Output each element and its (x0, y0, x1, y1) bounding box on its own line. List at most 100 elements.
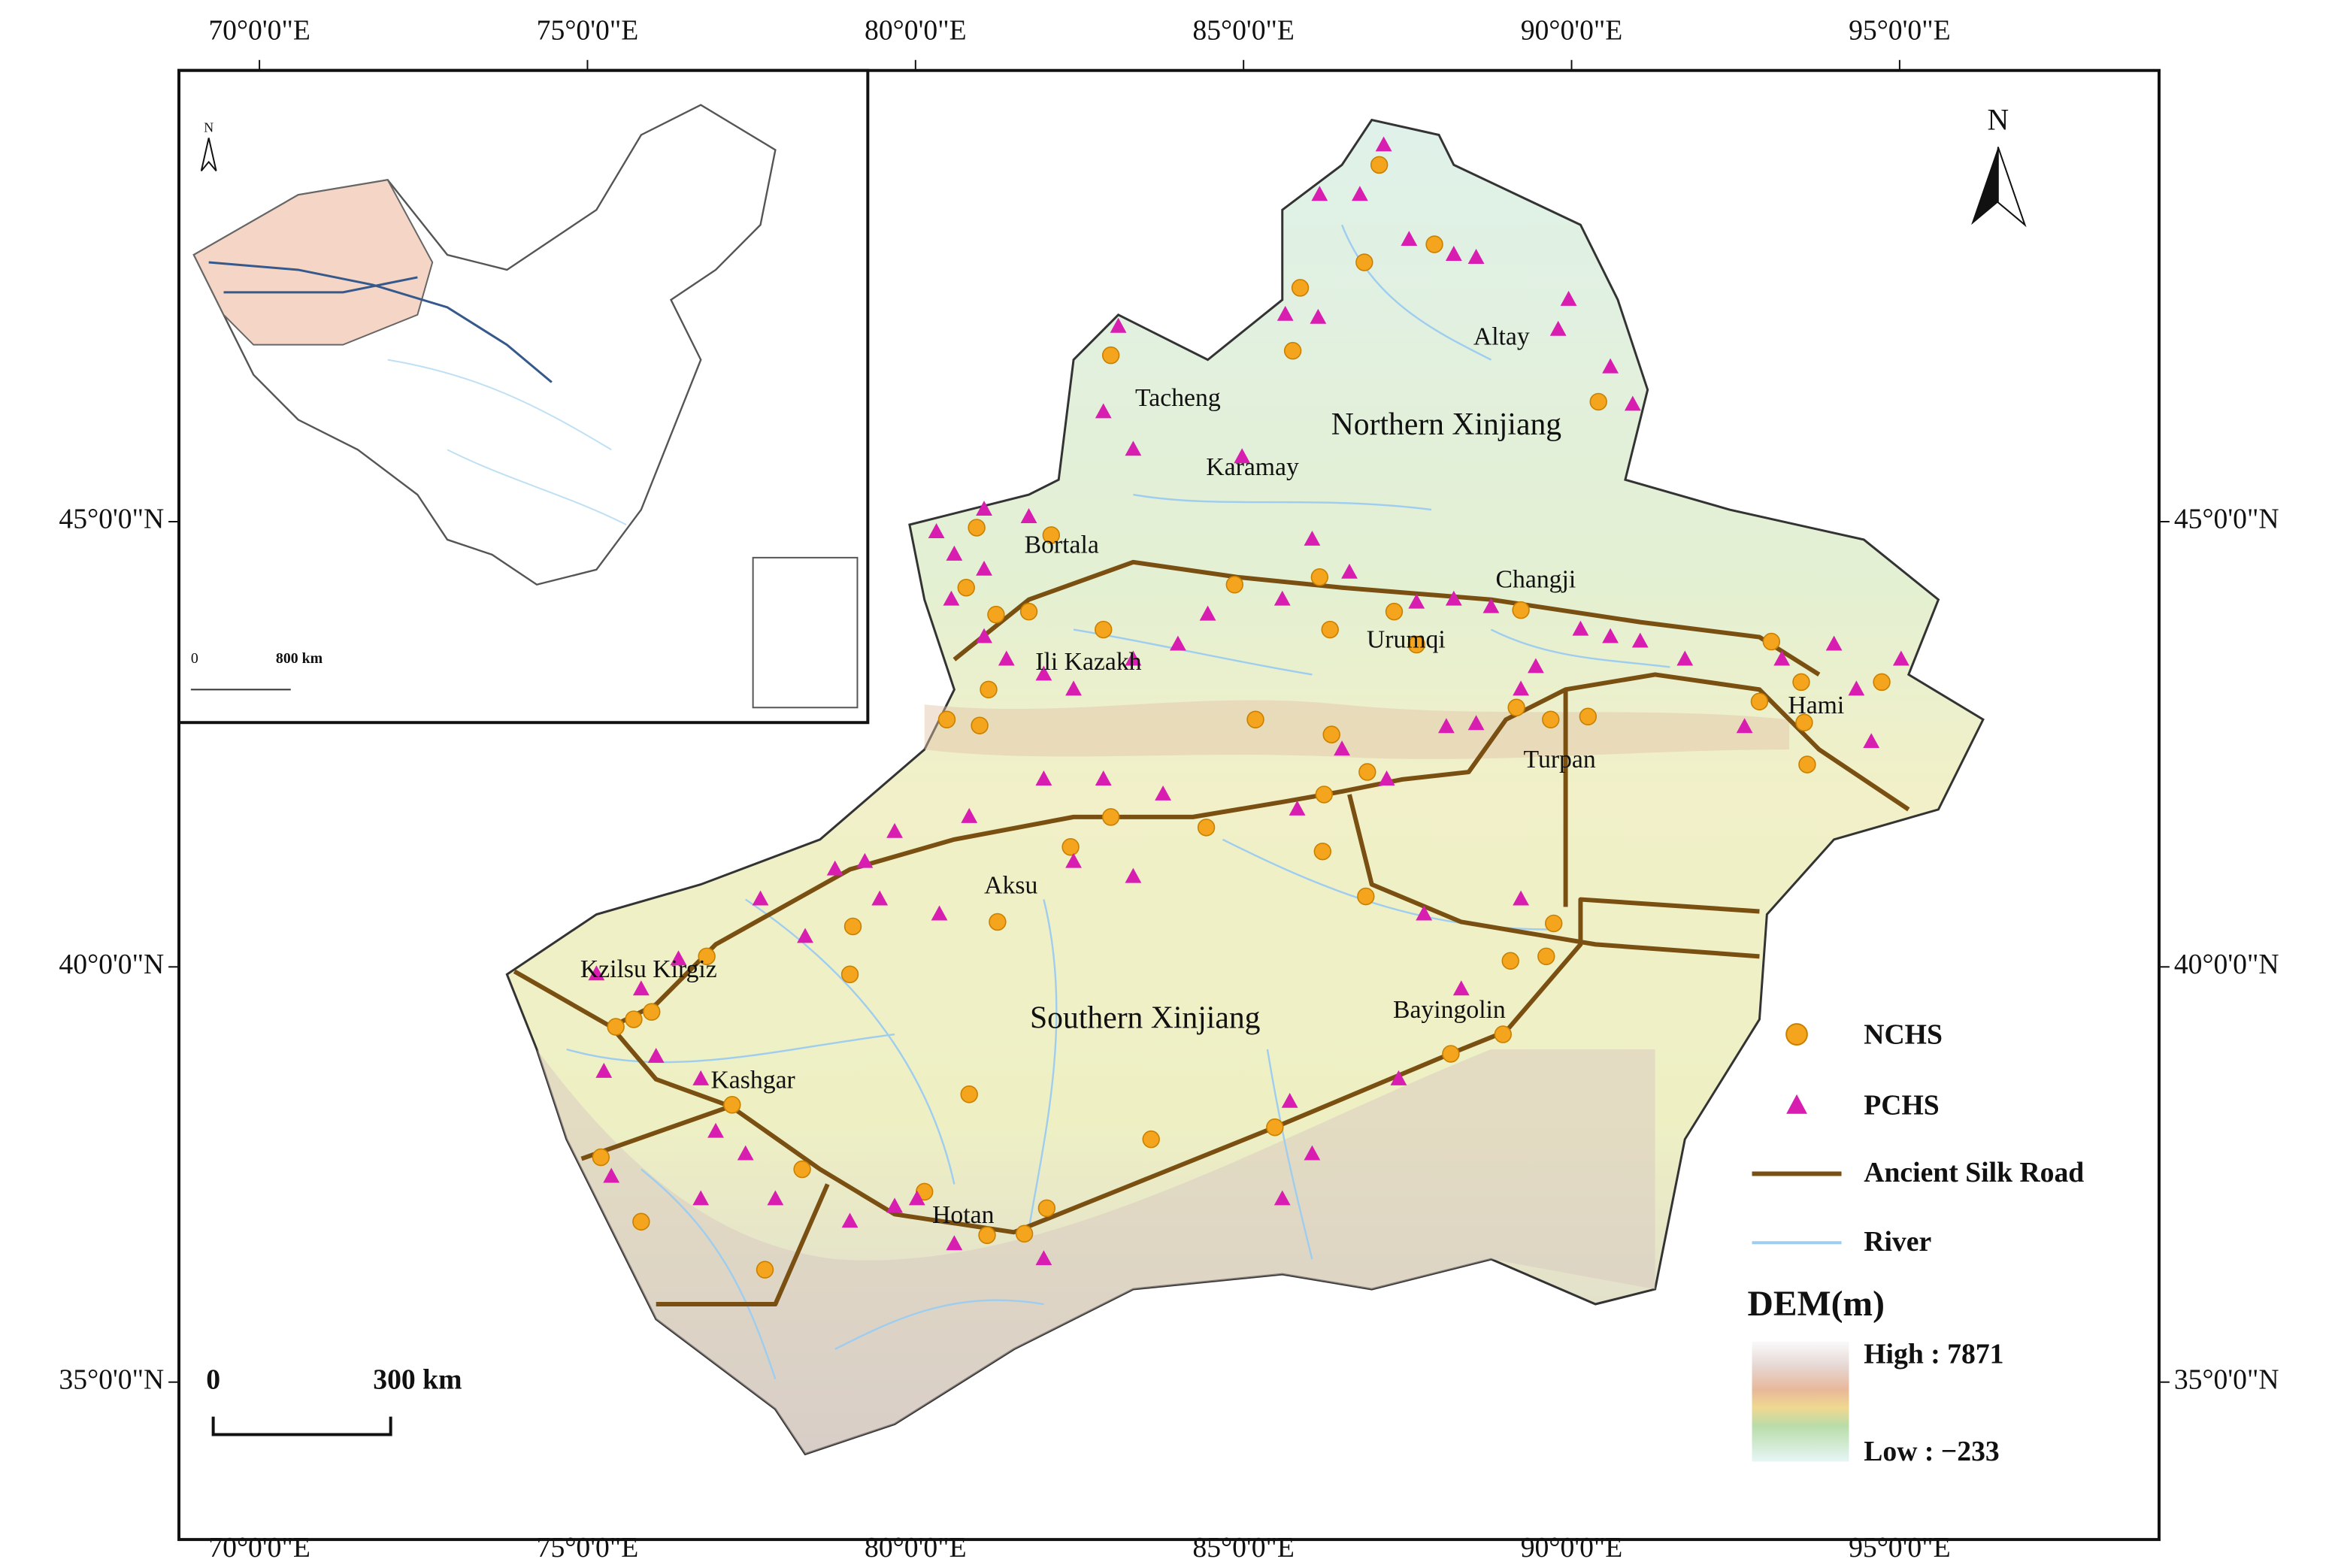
nchs-site (1246, 710, 1264, 729)
nchs-site (1355, 253, 1373, 271)
north-arrow (1997, 147, 2027, 228)
pchs-site (841, 1212, 859, 1228)
river (1340, 224, 1492, 361)
nchs-site (632, 1212, 650, 1231)
nchs-site (698, 947, 716, 966)
pchs-site (1445, 590, 1462, 606)
legend-label: Ancient Silk Road (1864, 1157, 2084, 1188)
dem-high: High : 7871 (1864, 1338, 2003, 1370)
pchs-site (1676, 650, 1694, 666)
river (566, 1033, 895, 1064)
nchs-site (1507, 698, 1525, 717)
pchs-site (1445, 246, 1462, 262)
nchs-site (1512, 601, 1530, 619)
pchs-site (976, 628, 992, 643)
latitude-label: 35°0'0"N (2174, 1364, 2279, 1395)
pchs-site (1281, 1092, 1298, 1108)
nchs-site (1037, 1199, 1056, 1218)
pchs-site (752, 890, 769, 906)
pchs-site (1513, 680, 1529, 696)
pchs-site (1351, 186, 1368, 201)
nchs-site (607, 1018, 625, 1036)
pchs-site (1528, 658, 1544, 674)
place-label: Altay (1473, 322, 1530, 350)
nchs-site (1537, 947, 1555, 966)
place-label: Karamay (1206, 453, 1299, 481)
longitude-label: 75°0'0"E (537, 1532, 639, 1563)
nchs-site (1315, 786, 1333, 804)
nchs-site (1494, 1025, 1512, 1043)
labels: 70°0'0"E 70°0'0"E 75°0'0"E 75°0'0"E 80°0'0"E… (59, 14, 2279, 1563)
pchs-site (1065, 852, 1082, 868)
pchs-site (886, 1197, 903, 1213)
nchs-site (1795, 713, 1813, 732)
pchs-site (1736, 718, 1753, 734)
nchs-site (1321, 620, 1339, 639)
longitude-label: 75°0'0"E (537, 14, 639, 46)
pchs-site (1560, 290, 1577, 306)
pchs-site (1277, 305, 1294, 321)
nchs-site (1442, 1045, 1460, 1063)
mountain-band (537, 1049, 1655, 1454)
nchs-site (968, 519, 986, 537)
nchs-site (1370, 156, 1389, 174)
river (1133, 493, 1432, 511)
river (745, 898, 955, 1185)
pchs-site (1848, 680, 1865, 696)
nchs-site (1310, 568, 1329, 586)
nchs-site (1142, 1130, 1160, 1149)
region-label: Northern Xinjiang (1331, 407, 1562, 442)
pchs-site (998, 650, 1015, 666)
pchs-site (1304, 1145, 1321, 1161)
pchs-site (1334, 740, 1350, 756)
pchs-site (1310, 308, 1327, 324)
nchs-site (1095, 620, 1113, 639)
place-label: Changji (1496, 565, 1576, 593)
nchs-site (1425, 235, 1443, 253)
pchs-site (1773, 650, 1791, 666)
place-label: Turpan (1524, 746, 1596, 773)
nchs-site (978, 1226, 996, 1245)
latitude-label: 40°0'0"N (59, 949, 164, 980)
longitude-label: 90°0'0"E (1521, 14, 1623, 46)
north-label: N (1987, 104, 2009, 137)
nchs-site (1266, 1118, 1284, 1137)
place-label: Kzilsu Kirgiz (580, 955, 717, 983)
pchs-site (603, 1167, 620, 1183)
pchs-site (946, 1235, 963, 1251)
latitude-label: 40°0'0"N (2174, 949, 2279, 980)
mountain-band (924, 700, 1790, 759)
pchs-site (1624, 395, 1641, 411)
pchs-site (1234, 448, 1251, 464)
pchs-site (1035, 665, 1052, 681)
silk-road-segment (952, 559, 1821, 677)
pchs-site (1304, 530, 1321, 546)
pchs-site (961, 807, 978, 823)
pchs-site (1311, 186, 1328, 201)
nchs-site (957, 578, 975, 597)
pchs-site (1401, 231, 1418, 247)
nchs-site (1542, 710, 1560, 729)
pchs-site (1035, 1250, 1052, 1266)
pchs-site (976, 501, 992, 516)
pchs-site (1378, 770, 1395, 786)
pchs-site (856, 852, 874, 868)
pchs-site (1125, 867, 1142, 883)
inset-xinjiang (192, 179, 434, 346)
legend-pchs-symbol (1786, 1094, 1807, 1114)
nchs-site (1873, 673, 1891, 692)
pchs-site (1273, 1190, 1291, 1206)
pchs-site (1065, 680, 1082, 696)
pchs-site (1095, 770, 1112, 786)
pchs-site (1482, 598, 1500, 613)
pchs-site (1273, 590, 1291, 606)
nchs-site (592, 1148, 610, 1167)
nchs-site (756, 1261, 774, 1279)
legend-label: River (1864, 1226, 1931, 1258)
pchs-site (943, 590, 960, 606)
nchs-site (1385, 602, 1404, 621)
nchs-site (1225, 575, 1243, 594)
nchs-site (793, 1160, 811, 1179)
nchs-site (1407, 635, 1425, 654)
